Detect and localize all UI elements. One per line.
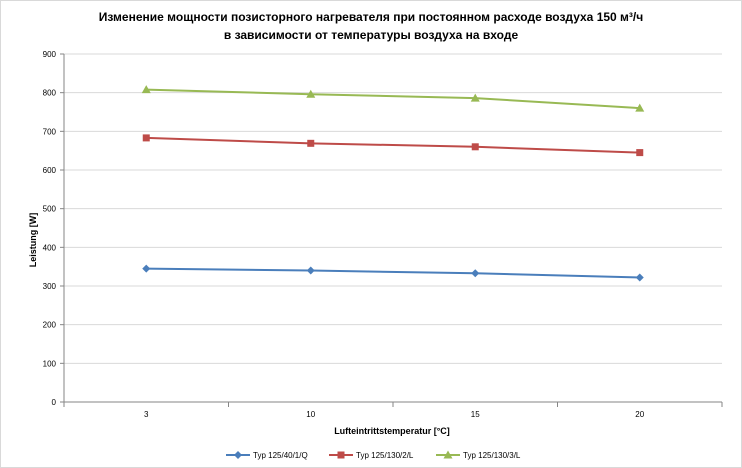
legend-label: Typ 125/40/1/Q [253,451,308,460]
series-group [141,85,645,282]
x-axis-title: Lufteintrittstemperatur [°C] [334,426,450,436]
data-point [306,266,315,275]
legend-item: Typ 125/40/1/Q [226,451,308,460]
legend-marker [337,451,345,459]
series-1 [142,264,644,282]
x-tick-label: 10 [306,410,315,419]
series-3 [141,85,645,112]
legend-item: Typ 125/130/3/L [436,450,521,460]
data-point [635,103,645,112]
data-point [142,134,150,142]
y-axis-ticks: 0 100 200 300 400 500 600 700 800 900 [43,50,64,407]
y-tick-label: 300 [43,282,57,291]
x-tick-label: 15 [471,410,480,419]
chart-title-line2: в зависимости от температуры воздуха на … [223,28,519,42]
legend-label: Typ 125/130/3/L [463,451,521,460]
legend-marker [443,450,453,459]
y-axis-title: Leistung [W] [28,213,38,268]
y-tick-label: 900 [43,50,57,59]
y-tick-label: 0 [52,398,57,407]
chart-title-line1: Изменение мощности позисторного нагреват… [98,10,644,24]
x-tick-label: 3 [144,410,149,419]
chart-title: Изменение мощности позисторного нагреват… [0,8,742,44]
series-line [146,267,640,279]
legend-marker [234,451,242,459]
x-tick-label: 20 [635,410,644,419]
data-point [141,85,151,94]
y-tick-label: 100 [43,359,57,368]
series-2 [142,134,644,157]
series-line [146,88,640,110]
data-point [470,93,480,102]
data-point [307,139,315,147]
y-tick-label: 600 [43,166,57,175]
y-tick-label: 500 [43,205,57,214]
data-point [471,269,480,278]
data-point [471,143,479,151]
data-point [635,273,644,282]
data-point [306,89,316,98]
legend: Typ 125/40/1/Q Typ 125/130/2/L Typ 125/130… [226,450,521,460]
data-point [636,149,644,157]
gridlines [64,53,722,403]
x-axis-ticks: 3 10 15 20 [63,402,723,419]
y-tick-label: 400 [43,243,57,252]
data-point [142,264,151,273]
y-tick-label: 200 [43,321,57,330]
y-tick-label: 800 [43,89,57,98]
legend-label: Typ 125/130/2/L [356,451,414,460]
legend-item: Typ 125/130/2/L [329,451,414,460]
series-line [146,136,640,154]
y-tick-label: 700 [43,127,57,136]
